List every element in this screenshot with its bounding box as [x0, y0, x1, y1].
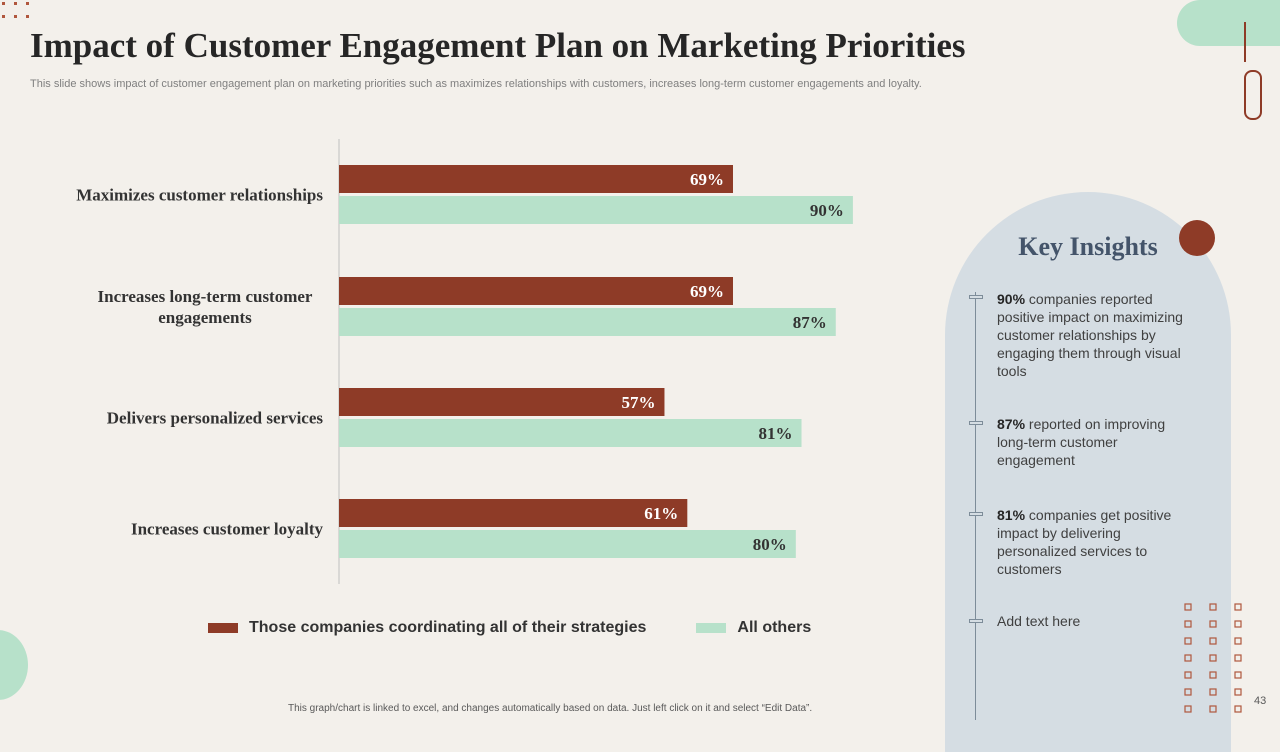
category-label: Increases long-term customer [98, 287, 313, 306]
insight-item[interactable]: 87% reported on improving long-term cust… [997, 415, 1192, 469]
timeline-tick [969, 295, 983, 299]
decorative-dot-grid [1184, 603, 1242, 713]
legend-item-coordinating: Those companies coordinating all of thei… [208, 619, 646, 637]
legend-swatch-coordinating [208, 623, 238, 633]
bar-value-label: 69% [690, 170, 724, 189]
bar-value-label: 87% [793, 313, 827, 332]
bar [339, 308, 836, 336]
insight-highlight: 90% [997, 291, 1026, 307]
decorative-circle [0, 630, 28, 700]
bar-value-label: 57% [621, 393, 655, 412]
category-label: Delivers personalized services [107, 409, 324, 428]
legend-swatch-others [696, 623, 727, 633]
insight-text: companies reported positive impact on ma… [997, 291, 1183, 379]
category-label: engagements [158, 308, 252, 327]
timeline-tick [969, 619, 983, 623]
insight-item[interactable]: 90% companies reported positive impact o… [997, 290, 1192, 380]
insight-text: Add text here [997, 613, 1081, 629]
bar [339, 277, 733, 305]
key-insights-title: Key Insights [1018, 232, 1158, 261]
bar-value-label: 81% [759, 424, 793, 443]
insight-item[interactable]: Add text here [997, 612, 1192, 630]
insight-highlight: 87% [997, 416, 1026, 432]
category-label: Maximizes customer relationships [76, 186, 323, 205]
decorative-dot [1179, 220, 1215, 256]
bar [339, 530, 796, 558]
bar [339, 419, 802, 447]
category-label: Increases customer loyalty [131, 520, 324, 539]
legend-item-others: All others [696, 619, 811, 637]
insight-item[interactable]: 81% companies get positive impact by del… [997, 506, 1192, 578]
slide-subtitle: This slide shows impact of customer enga… [30, 78, 922, 90]
legend-label-coordinating: Those companies coordinating all of thei… [249, 619, 647, 636]
footnote: This graph/chart is linked to excel, and… [288, 703, 813, 714]
decorative-pill [1177, 0, 1280, 46]
bar-value-label: 90% [810, 201, 844, 220]
insight-highlight: 81% [997, 507, 1026, 523]
bar [339, 196, 853, 224]
bar-value-label: 69% [690, 282, 724, 301]
bar-value-label: 80% [753, 535, 787, 554]
bar-chart[interactable]: Maximizes customer relationships 69% 90% In… [0, 0, 940, 600]
chart-legend: Those companies coordinating all of thei… [208, 619, 861, 637]
insight-text: companies get positive impact by deliver… [997, 507, 1172, 577]
page-number: 43 [1254, 695, 1267, 707]
slide-title: Impact of Customer Engagement Plan on Ma… [30, 26, 966, 65]
bar [339, 388, 665, 416]
bar [339, 499, 688, 527]
timeline-tick [969, 421, 983, 425]
legend-label-others: All others [737, 619, 812, 636]
bar [339, 165, 733, 193]
decorative-line [1244, 22, 1246, 62]
decorative-capsule [1244, 70, 1262, 120]
insight-text: reported on improving long-term customer… [997, 416, 1166, 468]
timeline-tick [969, 512, 983, 516]
bar-value-label: 61% [644, 504, 678, 523]
decorative-dots-top [2, 2, 29, 18]
timeline-line [975, 292, 976, 720]
key-insights-panel [945, 192, 1231, 752]
